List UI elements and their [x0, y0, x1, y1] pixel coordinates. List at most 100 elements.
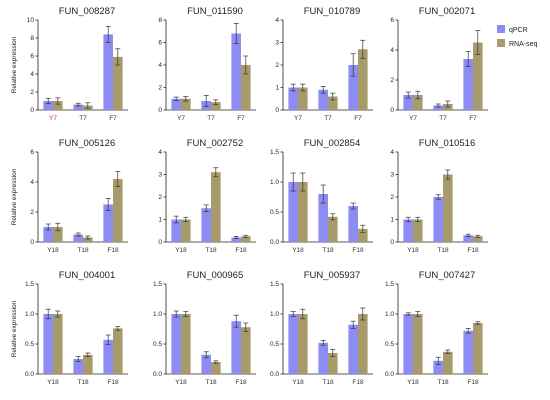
chart-panel: FUN_011590 0 2 4 6 8 Y7 T7 F7	[158, 6, 256, 122]
x-tick-label: Y7	[294, 115, 302, 122]
y-tick-label: 4	[30, 179, 34, 186]
bar-rna-seq	[211, 172, 221, 242]
bar-qpcr	[433, 360, 443, 374]
x-tick-label: F18	[352, 247, 364, 254]
chart-panel: FUN_002071 0 2 4 6 Y7 T7 F7	[390, 6, 488, 122]
x-tick-label: Y18	[175, 379, 187, 386]
bar-qpcr	[403, 314, 413, 374]
panel-title: FUN_002752	[187, 138, 244, 149]
panel-title: FUN_004001	[59, 270, 116, 281]
y-tick-label: 8	[158, 17, 162, 24]
chart-panel: FUN_005937 0.0 0.5 1.0 1.5 Y18 T18 F18	[270, 270, 373, 386]
y-tick-label: 1.5	[270, 149, 279, 156]
x-tick-label: F7	[237, 115, 245, 122]
bar-qpcr	[288, 87, 298, 110]
y-tick-label: 0	[390, 239, 394, 246]
y-tick-label: 8	[30, 35, 34, 42]
x-tick-label: Y18	[292, 379, 304, 386]
panel-title: FUN_002071	[419, 6, 476, 17]
chart-panel: FUN_010516 0 1 2 3 4 Y18 T18 F18	[390, 138, 488, 254]
bar-qpcr	[348, 324, 358, 374]
bar-qpcr	[288, 182, 298, 242]
y-tick-label: 1	[158, 217, 162, 224]
x-tick-label: Y18	[292, 247, 304, 254]
chart-panel: FUN_004001 Relative expression 0.0 0.5 1.0 1.…	[11, 270, 128, 386]
y-tick-label: 4	[158, 62, 162, 69]
bar-qpcr	[433, 105, 443, 110]
bar-rna-seq	[298, 314, 308, 374]
bar-qpcr	[171, 219, 181, 242]
y-tick-label: 3	[158, 172, 162, 179]
x-tick-label: Y18	[175, 247, 187, 254]
x-tick-label: F18	[467, 379, 479, 386]
panel-title: FUN_010789	[304, 6, 361, 17]
chart-panel: FUN_000965 0.0 0.5 1.0 1.5 Y18 T18 F18	[153, 270, 256, 386]
panel-title: FUN_000965	[187, 270, 244, 281]
bar-rna-seq	[181, 314, 191, 374]
y-tick-label: 0.5	[270, 341, 279, 348]
y-tick-label: 1.0	[385, 311, 394, 318]
x-tick-label: Y18	[47, 379, 59, 386]
y-tick-label: 0	[390, 107, 394, 114]
bar-qpcr	[73, 234, 83, 242]
chart-panel: FUN_005126 Relative expression 0 2 4 6 Y18 T18 F…	[11, 138, 128, 254]
bar-rna-seq	[358, 314, 368, 374]
bar-qpcr	[463, 59, 473, 110]
y-tick-label: 4	[390, 47, 394, 54]
bar-qpcr	[318, 342, 328, 374]
y-tick-label: 0.5	[25, 341, 34, 348]
y-tick-label: 0.0	[270, 371, 279, 378]
bar-rna-seq	[211, 102, 221, 110]
legend-label: qPCR	[509, 27, 528, 34]
bar-qpcr	[231, 33, 241, 110]
bar-rna-seq	[241, 327, 251, 374]
y-axis-label: Relative expression	[11, 36, 18, 93]
bar-qpcr	[288, 314, 298, 374]
bar-qpcr	[73, 359, 83, 374]
y-tick-label: 2	[390, 77, 394, 84]
bar-qpcr	[463, 235, 473, 242]
bar-rna-seq	[53, 101, 63, 110]
y-tick-label: 0.0	[270, 239, 279, 246]
y-tick-label: 2	[30, 89, 34, 96]
bar-rna-seq	[473, 42, 483, 110]
y-tick-label: 0.0	[153, 371, 162, 378]
bar-rna-seq	[328, 96, 338, 110]
bar-rna-seq	[413, 95, 423, 110]
y-tick-label: 0.5	[153, 341, 162, 348]
x-tick-label: F18	[235, 247, 247, 254]
bar-rna-seq	[328, 216, 338, 242]
y-tick-label: 1	[275, 85, 279, 92]
x-tick-label: F18	[107, 379, 119, 386]
bar-qpcr	[348, 206, 358, 242]
bar-rna-seq	[241, 236, 251, 242]
x-tick-label: F18	[352, 379, 364, 386]
panel-title: FUN_005937	[304, 270, 361, 281]
panel-title: FUN_005126	[59, 138, 116, 149]
bar-qpcr	[103, 204, 113, 242]
y-tick-label: 4	[158, 149, 162, 156]
bar-rna-seq	[443, 174, 453, 242]
bar-qpcr	[103, 34, 113, 110]
y-tick-label: 1.5	[25, 281, 34, 288]
chart-panel: FUN_002752 0 1 2 3 4 Y18 T18 F18	[158, 138, 256, 254]
x-tick-label: F7	[109, 115, 117, 122]
y-tick-label: 0	[158, 107, 162, 114]
bar-rna-seq	[113, 328, 123, 374]
panel-title: FUN_007427	[419, 270, 476, 281]
y-tick-label: 1.5	[385, 281, 394, 288]
x-tick-label: Y7	[177, 115, 185, 122]
bar-qpcr	[201, 354, 211, 374]
legend: qPCR RNA-seq	[497, 25, 538, 48]
y-tick-label: 0.0	[385, 371, 394, 378]
y-tick-label: 0	[30, 107, 34, 114]
legend-swatch	[497, 39, 505, 47]
y-tick-label: 6	[30, 53, 34, 60]
bar-rna-seq	[358, 228, 368, 242]
bar-qpcr	[348, 65, 358, 110]
bar-qpcr	[201, 208, 211, 242]
x-tick-label: T7	[79, 115, 87, 122]
y-tick-label: 4	[390, 149, 394, 156]
